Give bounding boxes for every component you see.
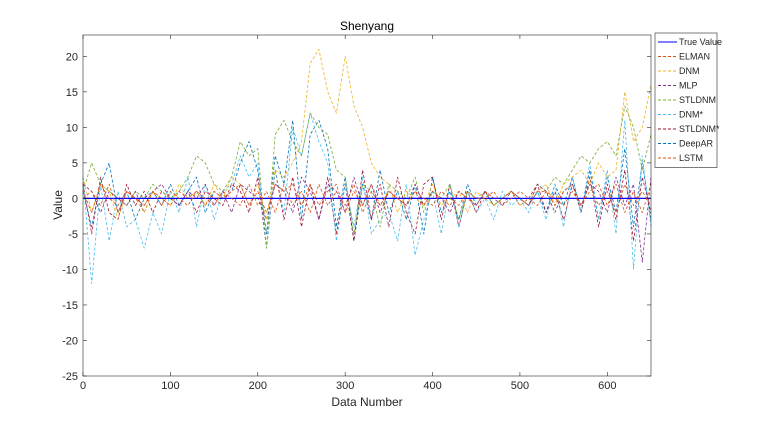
legend-entry: ELMAN xyxy=(658,52,710,62)
legend-label: STLDNM xyxy=(679,95,716,105)
y-tick-label: 10 xyxy=(66,122,78,134)
axes-box xyxy=(82,34,652,377)
x-tick-label: 500 xyxy=(511,380,529,392)
chart-title: Shenyang xyxy=(340,19,394,33)
y-tick-label: -5 xyxy=(68,229,78,241)
legend-entry: True Value xyxy=(658,37,722,47)
legend-label: STLDNM* xyxy=(679,124,720,134)
axes: 0 100 200 300 400 500 600 -25 -20 -15 -10 -5 0 5 10 15 2… xyxy=(62,34,652,392)
legend-label: True Value xyxy=(679,37,722,47)
y-tick-label: -10 xyxy=(62,264,78,276)
legend: True Value ELMAN DNM MLP STLDNM DNM* STLDNM* De… xyxy=(654,32,722,168)
y-tick-label: 0 xyxy=(72,193,78,205)
y-tick-label: -20 xyxy=(62,335,78,347)
x-tick-label: 200 xyxy=(249,380,267,392)
legend-entry: STLDNM* xyxy=(658,124,720,134)
legend-label: ELMAN xyxy=(679,52,710,62)
x-tick-label: 600 xyxy=(598,380,616,392)
x-tick-label: 400 xyxy=(423,380,441,392)
y-tick-label: 20 xyxy=(66,51,78,63)
plot-area xyxy=(82,48,652,285)
legend-label: DNM xyxy=(679,66,700,76)
y-tick-label: 15 xyxy=(66,87,78,99)
series-line-lstm xyxy=(82,183,652,214)
y-axis-label: Value xyxy=(51,190,65,220)
x-tick-label: 0 xyxy=(80,380,86,392)
legend-entry: DeepAR xyxy=(658,139,714,149)
legend-label: LSTM xyxy=(679,153,703,163)
y-tick-label: -25 xyxy=(62,371,78,383)
legend-entry: STLDNM xyxy=(658,95,716,105)
series-line-mlp xyxy=(82,176,652,263)
legend-entry: LSTM xyxy=(658,153,703,163)
legend-label: MLP xyxy=(679,81,698,91)
series-line-elman xyxy=(82,183,652,214)
legend-label: DeepAR xyxy=(679,139,714,149)
legend-entry: MLP xyxy=(658,81,698,91)
series-line-dnm xyxy=(82,48,652,221)
x-tick-label: 100 xyxy=(161,380,179,392)
series-line-stldnm xyxy=(82,105,652,249)
legend-entry: DNM xyxy=(658,66,700,76)
x-axis-label: Data Number xyxy=(331,395,402,409)
x-tick-label: 300 xyxy=(336,380,354,392)
y-tick-label: -15 xyxy=(62,300,78,312)
legend-entry: DNM* xyxy=(658,110,703,120)
legend-label: DNM* xyxy=(679,110,703,120)
y-tick-label: 5 xyxy=(72,158,78,170)
